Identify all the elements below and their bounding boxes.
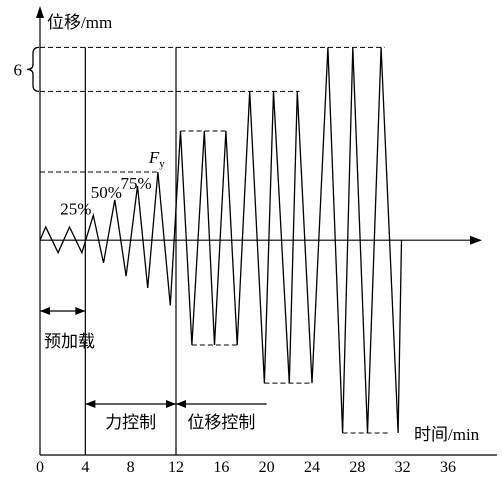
- x-tick-label: 0: [36, 459, 44, 476]
- level-label: Fy: [148, 148, 165, 170]
- phase-arrowhead-left: [176, 400, 186, 408]
- level-label-text: 50%: [91, 183, 122, 202]
- level-label: 25%: [60, 199, 91, 218]
- phase-arrowhead-right: [166, 400, 176, 408]
- x-tick-label: 4: [81, 459, 89, 476]
- level-label-text: F: [148, 148, 160, 167]
- phase-boundary-lines: [84, 47, 177, 455]
- displacement-history-line: [39, 47, 403, 434]
- phase-label: 位移控制: [187, 413, 255, 432]
- phase-arrowhead-right: [75, 307, 86, 315]
- x-tick-label: 20: [259, 459, 275, 476]
- x-tick-label: 24: [304, 459, 320, 476]
- level-label: 50%: [91, 183, 122, 202]
- x-tick-label: 32: [395, 459, 411, 476]
- amplitude-brace: [26, 46, 40, 93]
- x-tick-labels: 0 4 8 12 16 20 24 28 32 36: [36, 459, 456, 476]
- level-label-text: 25%: [60, 199, 91, 218]
- x-axis-label: 时间/min: [414, 425, 480, 444]
- x-axis-group: [40, 235, 482, 245]
- level-label-text: 75%: [120, 174, 151, 193]
- phase-label: 力控制: [105, 413, 156, 432]
- level-label: 75%: [120, 174, 151, 193]
- level-label-subscript: y: [159, 158, 165, 170]
- phase-label: 预加载: [44, 332, 95, 351]
- phase-arrowhead-left: [40, 307, 50, 315]
- phase-arrowhead-left: [85, 400, 96, 408]
- level-labels: 25%50%75% Fy: [60, 148, 165, 218]
- x-tick-label: 12: [168, 459, 184, 476]
- amplitude-brace-label: 6: [14, 60, 23, 79]
- y-axis-arrowhead: [36, 6, 44, 18]
- x-tick-label: 36: [440, 459, 456, 476]
- x-tick-label: 28: [349, 459, 365, 476]
- amplitude-brace-group: 6: [14, 46, 40, 93]
- series-group: [39, 47, 403, 434]
- x-tick-label: 16: [213, 459, 229, 476]
- dashed-level-lines: [40, 46, 391, 434]
- y-axis-label: 位移/mm: [47, 13, 112, 32]
- x-tick-label: 8: [127, 459, 135, 476]
- x-axis-arrowhead: [470, 235, 482, 245]
- axes: [36, 6, 497, 456]
